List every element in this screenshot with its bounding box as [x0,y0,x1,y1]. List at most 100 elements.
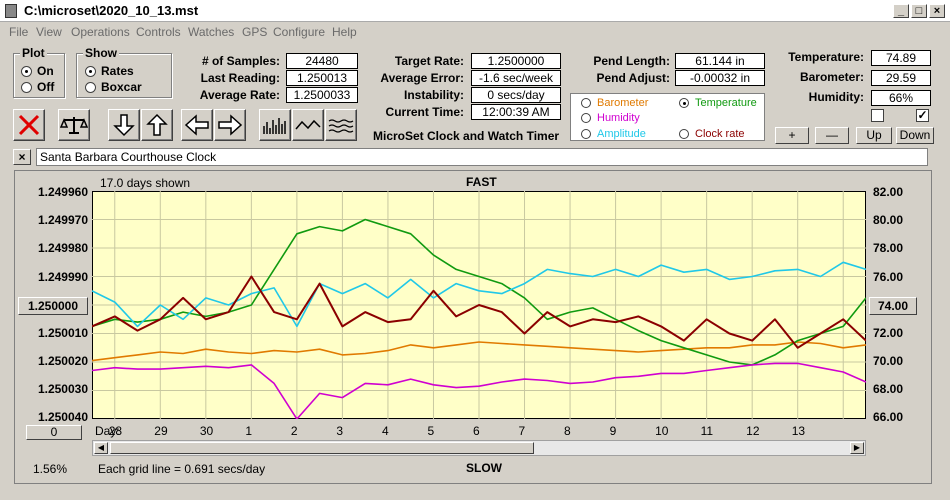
show-rates-radio[interactable]: Rates [85,64,134,78]
menu-controls[interactable]: Controls [136,25,181,39]
clock-name-field[interactable]: Santa Barbara Courthouse Clock [36,148,928,166]
maximize-button[interactable]: □ [911,4,927,18]
radio-dot [581,113,591,123]
shift-up-button[interactable]: Up [856,127,892,144]
day-tick-label: 6 [473,424,480,438]
menu-bar: File View Operations Controls Watches GP… [0,23,950,41]
show-boxcar-radio[interactable]: Boxcar [85,80,142,94]
option-checkbox-1[interactable] [871,109,884,122]
day-tick-label: 7 [518,424,526,438]
samples-label: # of Samples: [201,54,280,68]
plot-off-radio[interactable]: Off [21,80,54,94]
plot-group-title: Plot [20,46,47,60]
menu-operations[interactable]: Operations [71,25,130,39]
y-tick-right: 72.00 [873,326,904,340]
scroll-left-arrow-icon[interactable]: ◀ [94,442,108,454]
y-tick-left: 1.249990 [37,270,88,284]
radio-dot [85,65,96,77]
wave-button[interactable] [292,109,324,141]
grid-lines [92,191,866,419]
menu-gps[interactable]: GPS [242,25,268,39]
day-axis-prefix: Day: [95,424,120,438]
arrow-up-icon [146,113,168,136]
current-time-label: Current Time: [385,105,464,119]
close-button[interactable]: × [929,4,945,18]
option-checkbox-2[interactable]: ✓ [916,108,929,122]
current-time-value: 12:00:39 AM [471,104,561,120]
move-up-button[interactable] [141,109,173,141]
radio-dot [679,98,689,108]
arrow-right-icon [218,114,243,136]
bottom-left-value-button[interactable]: 0 [26,425,82,440]
right-center-value-button[interactable]: 74.00 [869,297,917,315]
day-tick-label: 8 [564,424,571,438]
close-clock-button[interactable]: × [13,149,31,165]
plot-barometer-radio[interactable]: Barometer [581,97,648,109]
average-error-label: Average Error: [380,71,464,85]
target-rate-value: 1.2500000 [471,53,561,69]
center-value-button[interactable]: 1.250000 [18,297,88,315]
flat-waves-button[interactable] [325,109,357,141]
graph-frame [14,170,932,484]
radio-dot [679,129,689,139]
chart-plot-area [92,191,866,419]
average-rate-value: 1.2500033 [286,87,358,103]
clear-icon [18,114,40,136]
balance-scale-icon [60,117,88,134]
day-tick-label: 9 [609,424,617,438]
pend-adjust-value: -0.00032 in [675,70,765,86]
days-shown-label: 17.0 days shown [100,176,191,190]
scrollbar-thumb[interactable] [110,442,534,454]
balance-button[interactable] [58,109,90,141]
wave-icon [295,119,321,130]
plot-amplitude-radio[interactable]: Amplitude [581,128,646,140]
scroll-right-button[interactable] [214,109,246,141]
spikes-button[interactable] [259,109,291,141]
spikes-icon [263,118,286,134]
y-tick-left: 1.250040 [37,410,88,424]
scale-plus-button[interactable]: + [775,127,809,144]
day-tick-label: 12 [746,424,760,438]
clear-button[interactable] [13,109,45,141]
y-tick-left: 1.250010 [37,326,88,340]
average-error-value: -1.6 sec/week [471,70,561,86]
radio-dot [85,81,96,93]
scroll-right-arrow-icon[interactable]: ▶ [850,442,864,454]
menu-file[interactable]: File [9,25,29,39]
plot-humidity-radio[interactable]: Humidity [581,112,640,124]
show-group: Show Rates Boxcar [76,46,172,98]
menu-help[interactable]: Help [332,25,357,39]
flat-waves-icon [328,119,354,133]
day-tick-label: 1 [245,424,253,438]
plot-temperature-radio[interactable]: Temperature [679,97,757,109]
radio-dot [21,65,32,77]
day-tick-label: 2 [290,424,298,438]
pend-length-label: Pend Length: [593,54,670,68]
y-tick-left: 1.249960 [37,185,88,199]
scale-minus-button[interactable]: — [815,127,849,144]
shift-down-button[interactable]: Down [896,127,934,144]
title-bar: C:\microset\2020_10_13.mst _ □ × [0,0,950,22]
horizontal-scrollbar[interactable]: ◀ ▶ [92,440,866,456]
day-tick-label: 13 [791,424,806,438]
window-title: C:\microset\2020_10_13.mst [24,3,199,18]
y-tick-right: 70.00 [873,354,904,368]
day-tick-label: 11 [700,424,714,438]
samples-value: 24480 [286,53,358,69]
scroll-left-button[interactable] [181,109,213,141]
last-reading-label: Last Reading: [200,71,280,85]
y-tick-right: 78.00 [873,241,904,255]
menu-view[interactable]: View [36,25,62,39]
arrow-down-icon [113,114,135,137]
move-down-button[interactable] [108,109,140,141]
y-tick-left: 1.249980 [37,241,88,255]
humidity-label: Humidity: [808,90,864,104]
plot-clock-rate-radio[interactable]: Clock rate [679,128,745,140]
menu-watches[interactable]: Watches [188,25,235,39]
minimize-button[interactable]: _ [893,4,909,18]
menu-configure[interactable]: Configure [273,25,326,39]
day-tick-label: 4 [381,424,389,438]
show-group-title: Show [83,46,119,60]
day-tick-label: 28 [108,424,123,438]
plot-on-radio[interactable]: On [21,64,54,78]
